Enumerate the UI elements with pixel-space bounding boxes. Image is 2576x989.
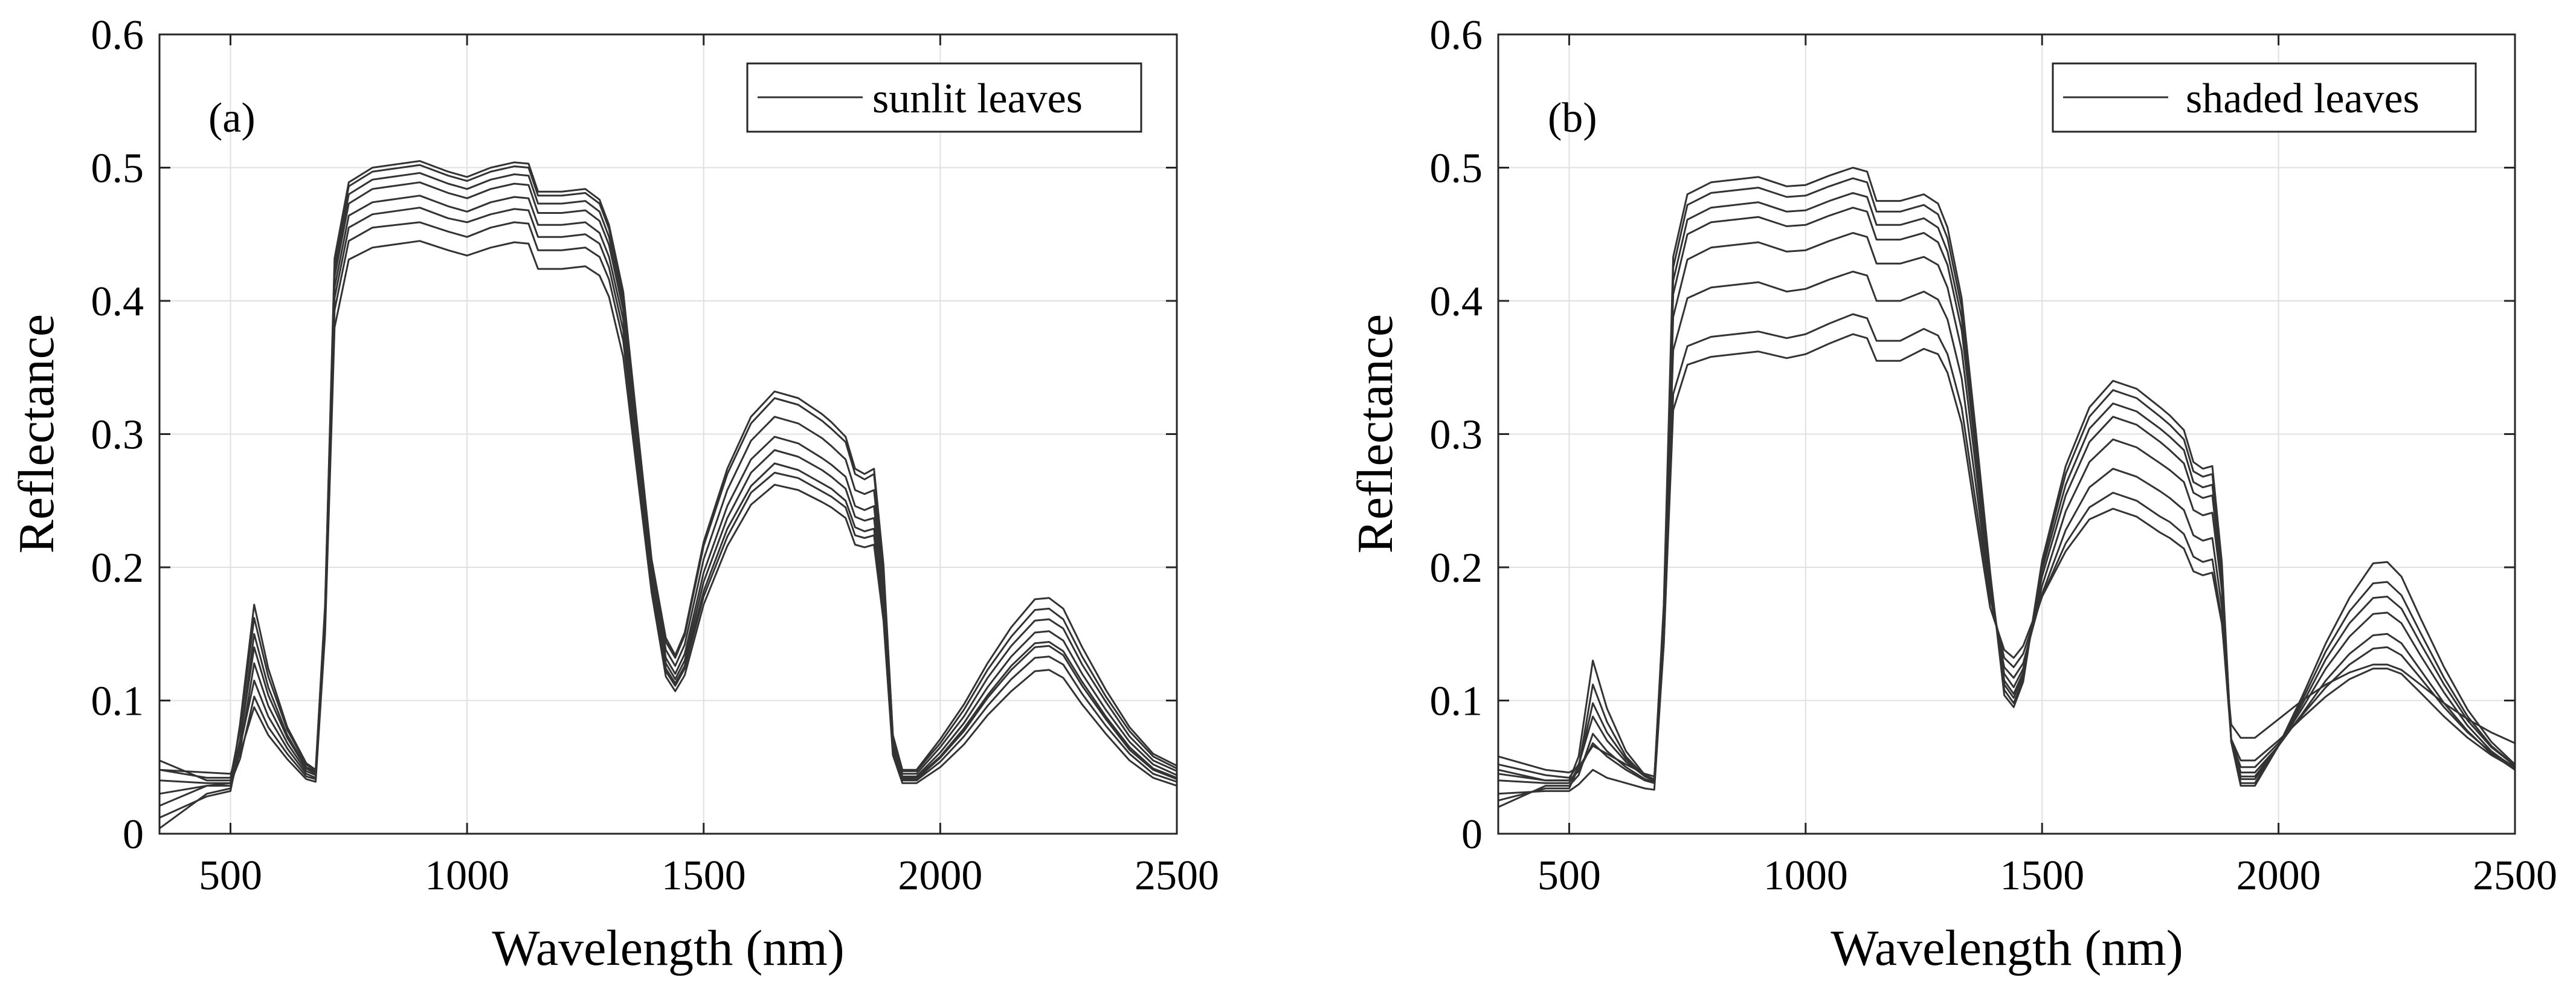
panel-a-xlabel: Wavelength (nm) xyxy=(492,920,844,976)
panel-b-ytick-label-0.6: 0.6 xyxy=(1430,12,1483,59)
panel-a-ticks: 500 1000 1500 2000 2500 0 0.1 0.2 0.3 0.4 0.5 0.6 xyxy=(91,12,1220,899)
panel-b-grid xyxy=(1498,34,2515,834)
panel-b-xlabel: Wavelength (nm) xyxy=(1831,920,2183,976)
panel-a-xtick-label-1000: 1000 xyxy=(425,852,509,899)
panel-b-xtick-label-1500: 1500 xyxy=(2000,852,2084,899)
panel-a-ylabel: Reflectance xyxy=(8,314,65,553)
panel-a-ytick-label-0.3: 0.3 xyxy=(91,412,144,459)
panel-b-xtick-label-500: 500 xyxy=(1538,852,1601,899)
panel-b-ytick-label-0.4: 0.4 xyxy=(1430,279,1483,325)
panel-a-ytick-label-0.5: 0.5 xyxy=(91,146,144,192)
panel-a-ytick-label-0: 0 xyxy=(123,811,144,858)
panel-a-series xyxy=(159,160,1177,830)
panel-b-ytick-label-0.1: 0.1 xyxy=(1430,678,1483,725)
panel-a: 500 1000 1500 2000 2500 0 0.1 0.2 0.3 0.4 0.5 0.6 (… xyxy=(8,12,1219,976)
panel-a-xtick-label-2000: 2000 xyxy=(898,852,982,899)
panel-a-label: (a) xyxy=(208,95,256,141)
panel-b-ticks: 500 1000 1500 2000 2500 0 0.1 0.2 0.3 0.4 0.5 0.6 xyxy=(1430,12,2558,899)
panel-b-ytick-label-0.5: 0.5 xyxy=(1430,146,1483,192)
panel-b-legend: shaded leaves xyxy=(2052,62,2477,133)
panel-a-xtick-label-1500: 1500 xyxy=(662,852,746,899)
panel-a-curve-sunlit-8 xyxy=(159,160,1177,795)
panel-b-ytick-label-0.2: 0.2 xyxy=(1430,545,1483,591)
panel-b-ytick-label-0.3: 0.3 xyxy=(1430,412,1483,459)
panel-b-label: (b) xyxy=(1548,95,1597,141)
panel-b-series xyxy=(1498,167,2516,808)
panel-b-xtick-label-1000: 1000 xyxy=(1763,852,1848,899)
panel-a-ytick-label-0.6: 0.6 xyxy=(91,12,144,59)
panel-a-xtick-label-2500: 2500 xyxy=(1135,852,1219,899)
panel-a-ytick-label-0.1: 0.1 xyxy=(91,678,144,725)
panel-a-ytick-label-0.4: 0.4 xyxy=(91,279,144,325)
panel-a-legend-label: sunlit leaves xyxy=(872,76,1083,122)
panel-b: 500 1000 1500 2000 2500 0 0.1 0.2 0.3 0.4 0.5 0.6 (… xyxy=(1347,12,2557,976)
panel-b-legend-label: shaded leaves xyxy=(2186,76,2420,122)
panel-b-xtick-label-2000: 2000 xyxy=(2236,852,2321,899)
panel-b-ylabel: Reflectance xyxy=(1347,314,1403,553)
panel-b-curve-shaded-8 xyxy=(1498,167,2516,787)
panel-a-legend: sunlit leaves xyxy=(746,62,1142,133)
panel-b-xtick-label-2500: 2500 xyxy=(2473,852,2557,899)
panel-a-ytick-label-0.2: 0.2 xyxy=(91,545,144,591)
panel-b-ytick-label-0: 0 xyxy=(1461,811,1483,858)
panel-a-xtick-label-500: 500 xyxy=(199,852,262,899)
